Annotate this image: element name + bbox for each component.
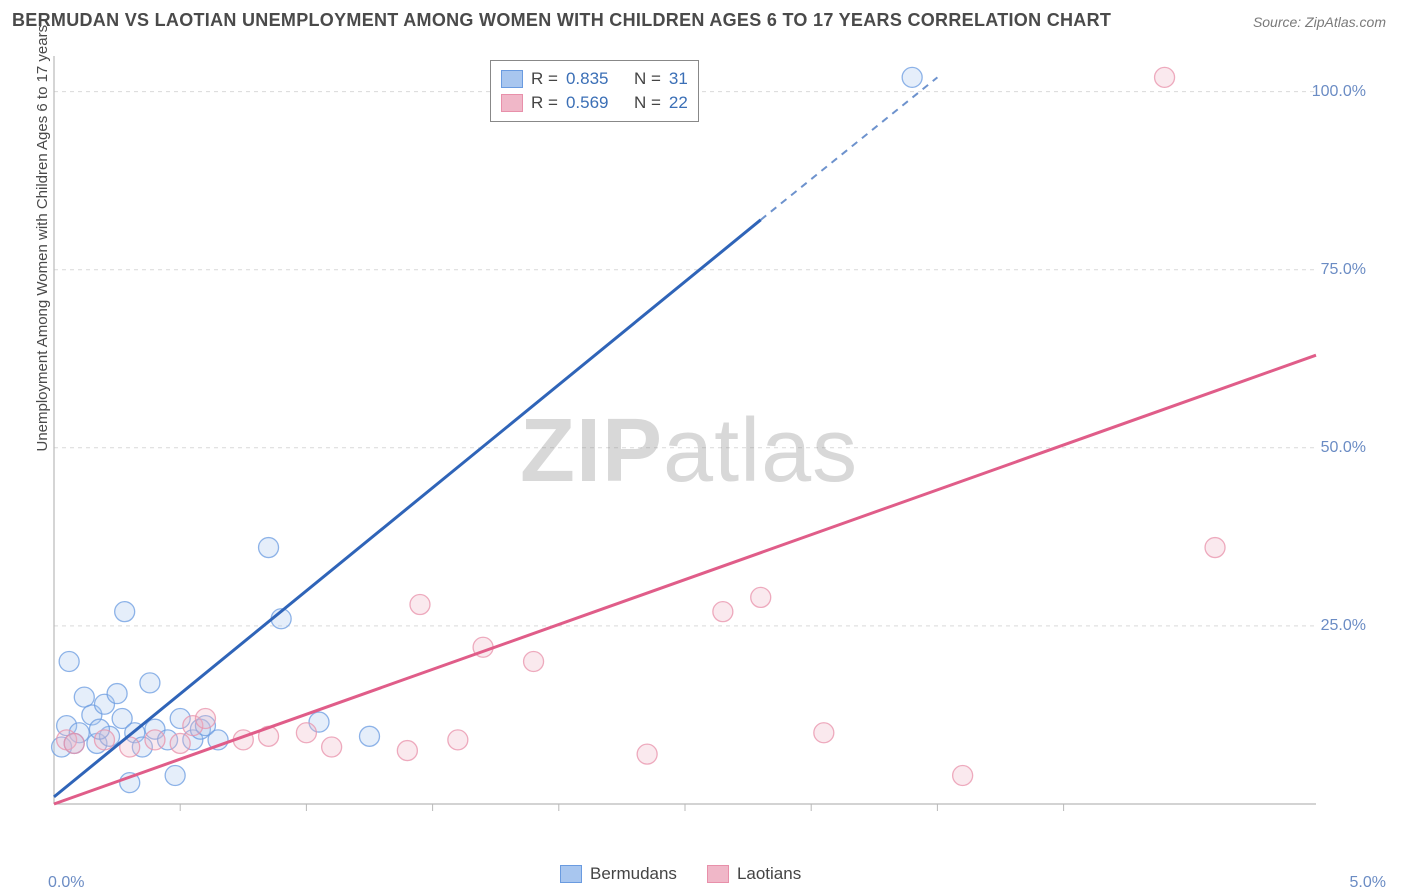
legend-r-value: 0.835 <box>566 67 609 91</box>
y-axis-label: Unemployment Among Women with Children A… <box>34 25 51 452</box>
legend-label: Laotians <box>737 864 801 884</box>
x-tick-end: 5.0% <box>1350 874 1386 892</box>
y-tick-label: 75.0% <box>1321 261 1366 279</box>
legend-row: R = 0.835 N = 31 <box>501 67 688 91</box>
legend-swatch <box>501 70 523 88</box>
legend-item: Laotians <box>707 864 801 884</box>
correlation-legend: R = 0.835 N = 31 R = 0.569 N = 22 <box>490 60 699 122</box>
legend-n-label: N = <box>634 91 661 115</box>
source-attribution: Source: ZipAtlas.com <box>1253 14 1386 30</box>
y-tick-label: 25.0% <box>1321 617 1366 635</box>
legend-label: Bermudans <box>590 864 677 884</box>
legend-swatch <box>501 94 523 112</box>
legend-r-label: R = <box>531 91 558 115</box>
chart-container: BERMUDAN VS LAOTIAN UNEMPLOYMENT AMONG W… <box>0 0 1406 892</box>
chart-title: BERMUDAN VS LAOTIAN UNEMPLOYMENT AMONG W… <box>12 10 1111 31</box>
legend-n-label: N = <box>634 67 661 91</box>
legend-item: Bermudans <box>560 864 677 884</box>
legend-row: R = 0.569 N = 22 <box>501 91 688 115</box>
x-tick-start: 0.0% <box>48 874 84 892</box>
watermark-text: ZIPatlas <box>520 400 858 503</box>
y-tick-label: 100.0% <box>1312 83 1366 101</box>
legend-n-value: 31 <box>669 67 688 91</box>
legend-swatch <box>707 865 729 883</box>
legend-r-value: 0.569 <box>566 91 609 115</box>
legend-r-label: R = <box>531 67 558 91</box>
legend-swatch <box>560 865 582 883</box>
series-legend: Bermudans Laotians <box>560 864 801 884</box>
y-tick-label: 50.0% <box>1321 439 1366 457</box>
legend-n-value: 22 <box>669 91 688 115</box>
